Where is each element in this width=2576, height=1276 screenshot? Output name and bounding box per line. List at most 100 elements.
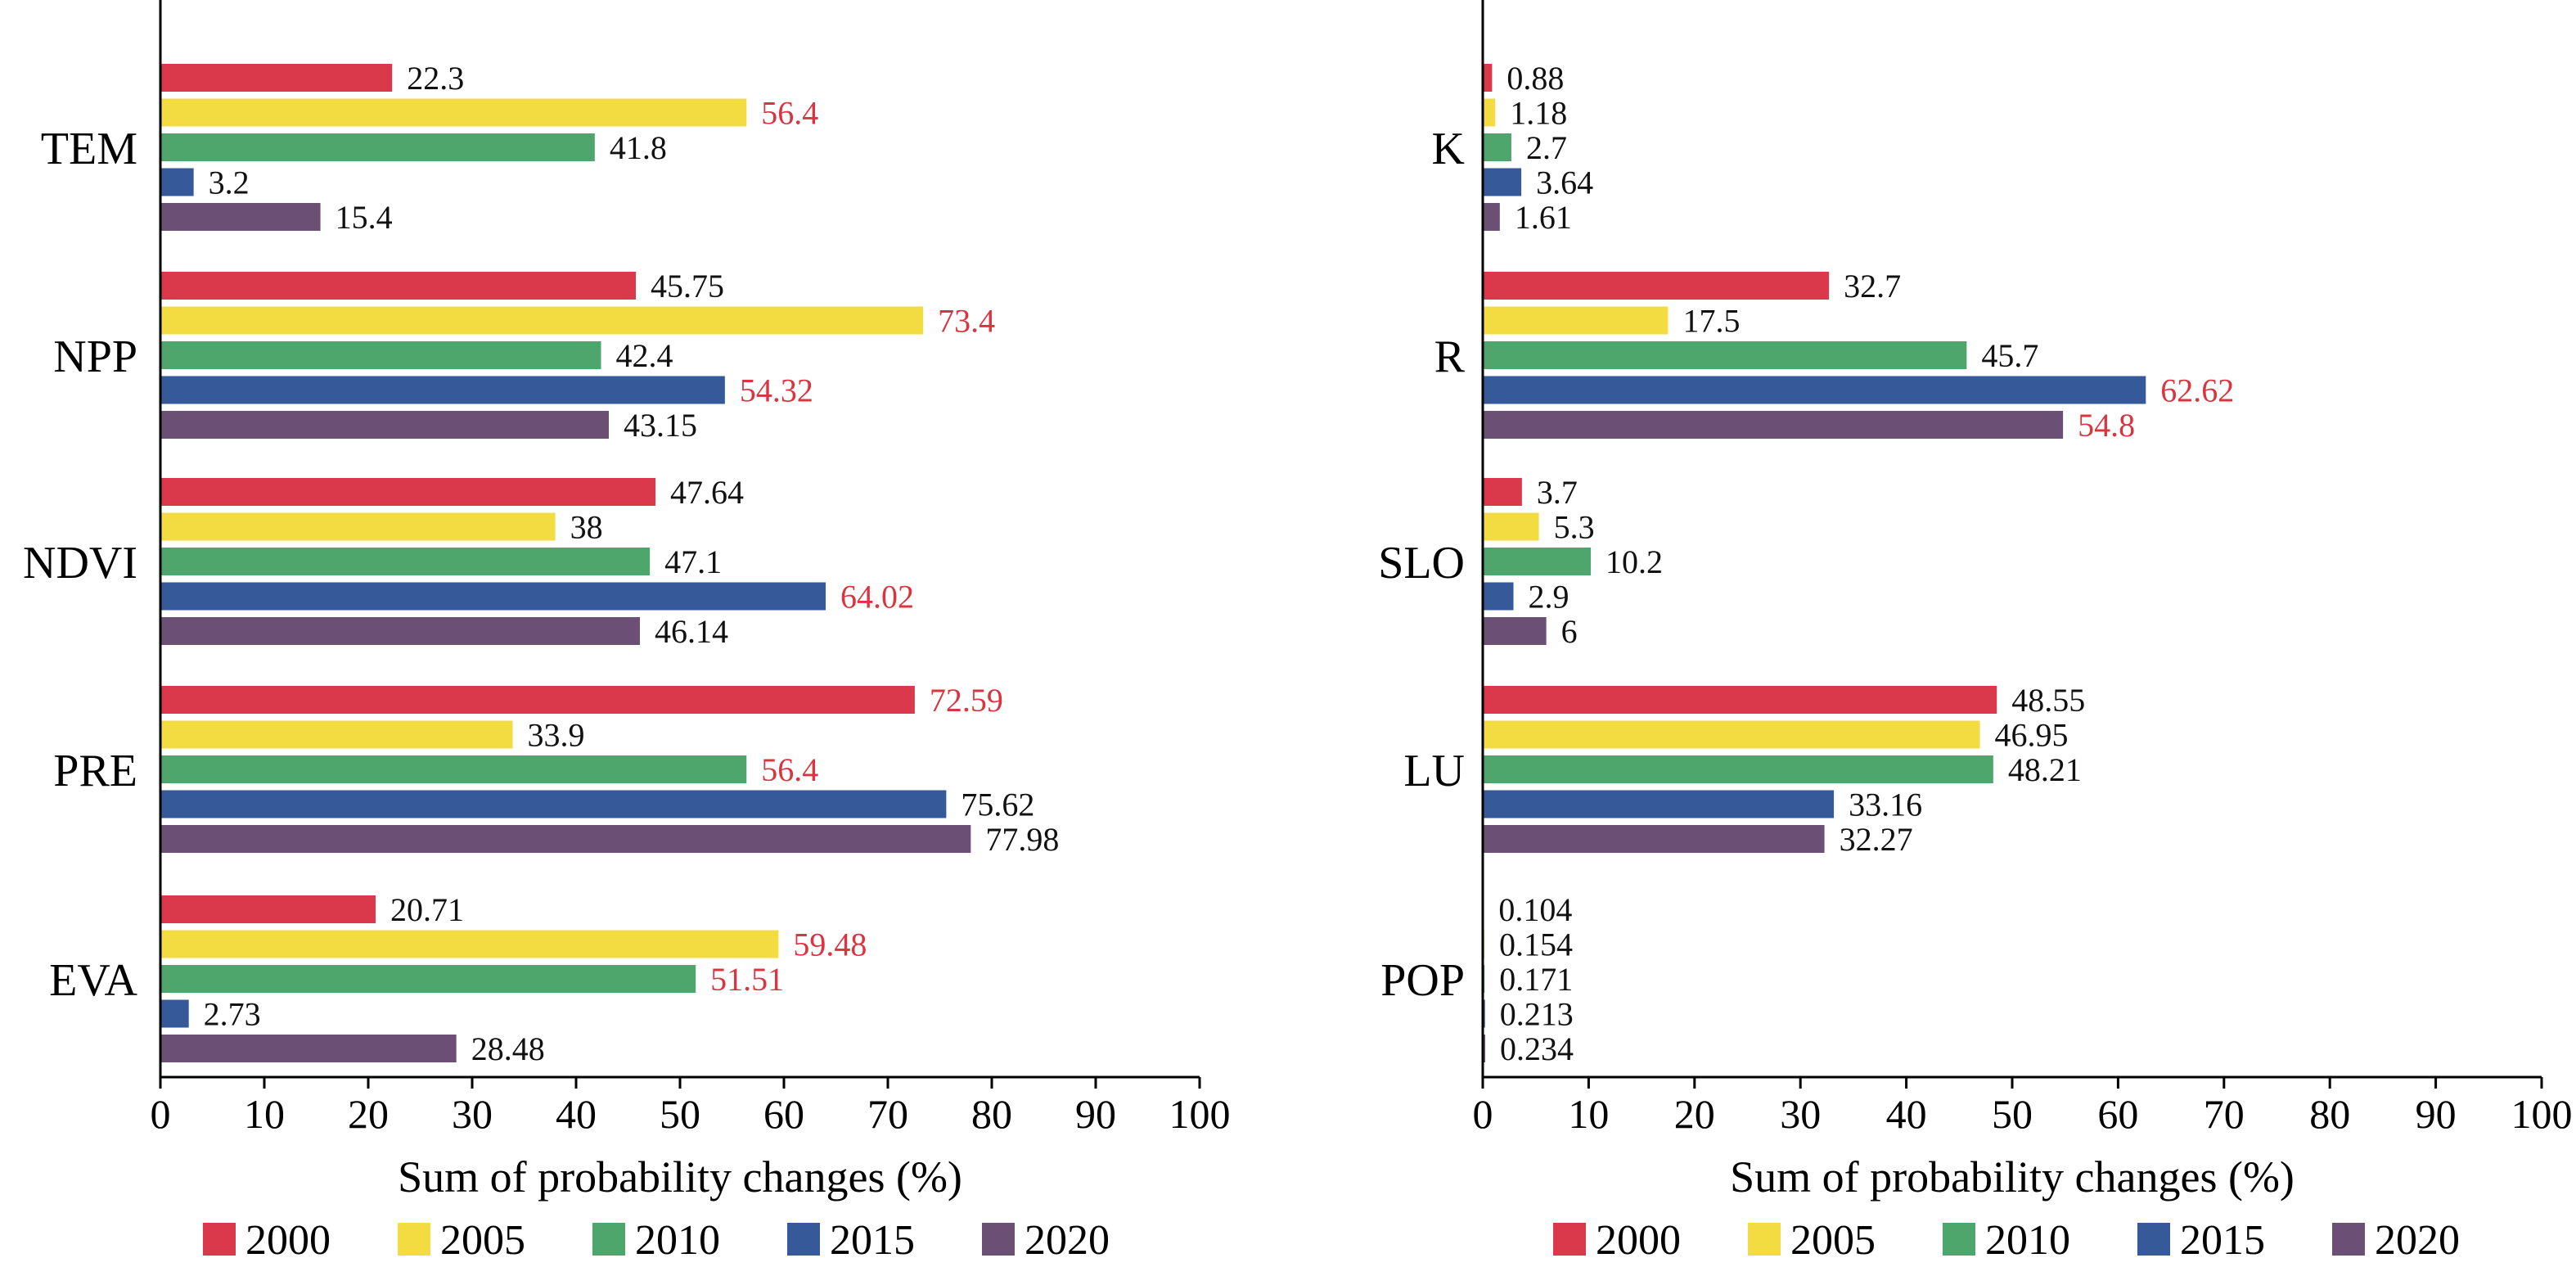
bar-2000-TEM	[160, 64, 393, 92]
bar-2020-LU	[1483, 825, 1825, 853]
bar-2005-NPP	[160, 306, 924, 335]
bar-2020-NDVI	[160, 617, 640, 645]
x-tick-label: 30	[1780, 1091, 1821, 1137]
bar-2015-SLO	[1483, 582, 1514, 611]
category-label: POP	[1380, 955, 1465, 1006]
bar-2010-EVA	[160, 965, 696, 993]
x-tick-label: 90	[1075, 1091, 1116, 1137]
bar-2010-R	[1483, 341, 1967, 369]
legend-swatch-2000	[203, 1223, 236, 1256]
bar-2020-R	[1483, 411, 2064, 439]
value-label: 33.16	[1849, 787, 1922, 823]
value-label: 2.9	[1529, 579, 1569, 615]
value-label: 22.3	[407, 60, 464, 97]
legend-label-2020: 2020	[2375, 1217, 2460, 1264]
x-tick-label: 40	[556, 1091, 597, 1137]
legend-label-2005: 2005	[440, 1217, 525, 1264]
bar-2000-PRE	[160, 686, 915, 714]
bar-2015-TEM	[160, 168, 194, 196]
category-label: R	[1434, 331, 1466, 382]
value-label: 3.2	[209, 165, 250, 201]
x-tick-label: 90	[2416, 1091, 2457, 1137]
category-label: LU	[1403, 746, 1465, 796]
bar-2000-LU	[1483, 686, 1997, 714]
bar-2020-POP	[1483, 1035, 1486, 1062]
x-tick-label: 0	[1473, 1091, 1493, 1137]
bar-2015-PRE	[160, 790, 947, 818]
value-label: 2.73	[204, 996, 261, 1033]
x-tick-label: 60	[2097, 1091, 2138, 1137]
right-chart: K 0.881.182.73.641.61 R 32.7 17.5 45.7 62.62 54…	[1378, 0, 2573, 1264]
bar-2015-NDVI	[160, 582, 826, 611]
legend-label-2010: 2010	[1985, 1217, 2070, 1264]
category-label: NPP	[53, 331, 137, 382]
value-label: 64.02	[840, 579, 914, 615]
value-label: 45.7	[1981, 337, 2038, 374]
x-tick-label: 50	[1992, 1091, 2033, 1137]
bar-2010-NDVI	[160, 548, 651, 575]
x-tick-label: 10	[244, 1091, 285, 1137]
bar-2005-R	[1483, 306, 1669, 335]
value-label: 54.32	[740, 372, 813, 409]
value-label: 10.2	[1605, 543, 1663, 580]
value-label: 0.88	[1506, 60, 1564, 97]
x-tick-label: 50	[660, 1091, 700, 1137]
bar-2000-EVA	[160, 895, 376, 923]
value-label: 73.4	[938, 303, 995, 340]
bar-2005-SLO	[1483, 512, 1539, 541]
value-label: 72.59	[930, 682, 1003, 719]
bar-2010-K	[1483, 133, 1511, 161]
value-label: 0.104	[1498, 891, 1572, 928]
value-label: 17.5	[1682, 303, 1740, 340]
legend-label-2010: 2010	[635, 1217, 720, 1264]
value-label: 47.1	[664, 543, 722, 580]
bar-2005-K	[1483, 98, 1496, 127]
value-label: 46.14	[655, 613, 728, 650]
category-label: NDVI	[23, 538, 137, 588]
bar-2000-K	[1483, 64, 1493, 92]
x-tick-label: 20	[348, 1091, 389, 1137]
bar-2010-NPP	[160, 341, 601, 369]
value-label: 77.98	[985, 821, 1059, 858]
value-label: 56.4	[761, 95, 818, 132]
category-label: PRE	[53, 746, 137, 796]
bar-2015-EVA	[160, 999, 189, 1028]
value-label: 0.154	[1499, 927, 1573, 963]
left-chart: TEM 22.3 56.4 41.8 3.2 15.4 NPP 45.75 73.4 42.4 54…	[23, 0, 1231, 1264]
bar-2015-K	[1483, 168, 1522, 196]
value-label: 6	[1561, 613, 1578, 650]
value-label: 51.51	[710, 961, 784, 998]
category-label: EVA	[49, 955, 137, 1006]
legend-label-2015: 2015	[830, 1217, 915, 1264]
bar-2015-LU	[1483, 790, 1835, 818]
value-label: 38	[570, 509, 603, 546]
bar-2000-SLO	[1483, 478, 1522, 506]
bar-2010-PRE	[160, 755, 747, 783]
legend-swatch-2020	[2332, 1223, 2365, 1256]
x-tick-label: 60	[763, 1091, 804, 1137]
value-label: 3.7	[1537, 474, 1578, 511]
value-label: 32.27	[1840, 821, 1913, 858]
bar-2000-R	[1483, 272, 1830, 300]
category-label: SLO	[1378, 538, 1465, 588]
x-tick-label: 100	[1169, 1091, 1231, 1137]
bar-2000-NPP	[160, 272, 637, 300]
category-label: K	[1432, 124, 1465, 174]
value-label: 54.8	[2078, 407, 2135, 444]
bar-2020-EVA	[160, 1035, 457, 1062]
value-label: 1.18	[1510, 95, 1567, 132]
value-label: 28.48	[471, 1030, 545, 1067]
bar-2005-LU	[1483, 720, 1980, 749]
value-label: 43.15	[624, 407, 697, 444]
x-axis-title: Sum of probability changes (%)	[398, 1152, 962, 1202]
value-label: 47.64	[670, 474, 744, 511]
legend-label-2000: 2000	[1596, 1217, 1681, 1264]
legend-swatch-2010	[1943, 1223, 1975, 1256]
value-label: 41.8	[610, 129, 667, 166]
bar-2020-K	[1483, 203, 1500, 231]
legend-label-2005: 2005	[1790, 1217, 1876, 1264]
legend-swatch-2005	[1748, 1223, 1781, 1256]
value-label: 0.213	[1500, 996, 1574, 1033]
x-tick-label: 10	[1568, 1091, 1609, 1137]
